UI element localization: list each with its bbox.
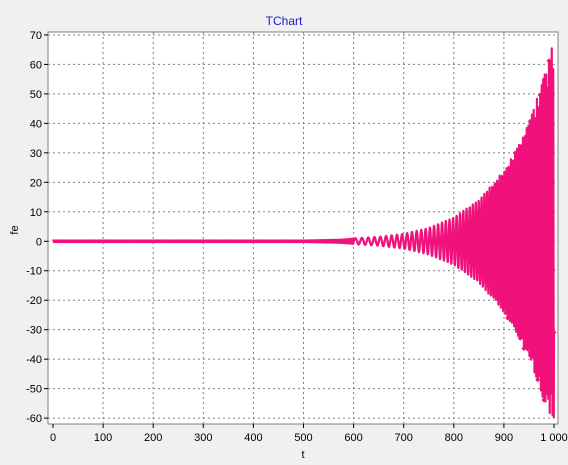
x-tick-label: 1 000 xyxy=(540,432,568,444)
y-tick-label: -20 xyxy=(26,295,42,307)
x-tick-label: 200 xyxy=(144,432,162,444)
series-marker xyxy=(510,204,516,210)
y-tick-label: 60 xyxy=(30,59,42,71)
series-marker xyxy=(503,171,509,177)
series-marker xyxy=(516,162,522,168)
chart-title: TChart xyxy=(266,14,303,28)
series-marker xyxy=(538,142,544,148)
series-marker xyxy=(545,86,551,92)
series-marker xyxy=(550,267,556,273)
series-marker xyxy=(542,338,548,344)
series-marker xyxy=(517,335,523,341)
x-tick-label: 700 xyxy=(395,432,413,444)
y-tick-label: 40 xyxy=(30,118,42,130)
series-marker xyxy=(502,288,508,294)
series-marker xyxy=(528,281,534,287)
series-marker xyxy=(512,150,518,156)
series-marker xyxy=(535,377,541,383)
x-axis-title: t xyxy=(301,449,304,461)
series-marker xyxy=(501,209,507,215)
series-marker xyxy=(531,173,537,179)
series-marker xyxy=(540,306,546,312)
y-tick-label: 30 xyxy=(30,148,42,160)
x-tick-label: 600 xyxy=(344,432,362,444)
y-tick-label: 20 xyxy=(30,177,42,189)
y-tick-label: 50 xyxy=(30,89,42,101)
series-marker xyxy=(526,246,532,252)
series-marker xyxy=(530,353,536,359)
series-fe xyxy=(51,47,557,419)
series-marker xyxy=(537,92,543,98)
series-marker xyxy=(508,225,514,231)
x-tick-label: 100 xyxy=(94,432,112,444)
series-marker xyxy=(548,185,554,191)
series-marker xyxy=(536,235,542,241)
y-tick-label: 70 xyxy=(30,30,42,42)
series-marker xyxy=(533,292,539,298)
x-tick-label: 500 xyxy=(294,432,312,444)
series-marker xyxy=(532,117,538,123)
series-marker xyxy=(551,329,557,335)
series-marker xyxy=(547,103,553,109)
series-marker xyxy=(543,198,549,204)
series-marker xyxy=(523,164,529,170)
y-axis-title: fe xyxy=(9,225,21,234)
series-marker xyxy=(518,197,524,203)
series-marker xyxy=(515,246,521,252)
series-marker xyxy=(541,397,547,403)
series-marker xyxy=(525,346,531,352)
x-tick-label: 400 xyxy=(244,432,262,444)
series-marker xyxy=(507,290,513,296)
y-tick-label: -40 xyxy=(26,354,42,366)
y-tick-label: -10 xyxy=(26,266,42,278)
series-marker xyxy=(527,118,533,124)
y-tick-label: -30 xyxy=(26,325,42,337)
x-tick-label: 900 xyxy=(495,432,513,444)
series-marker xyxy=(522,192,528,198)
y-tick-label: -50 xyxy=(26,384,42,396)
series-marker xyxy=(511,314,517,320)
series-marker xyxy=(520,182,526,188)
y-tick-label: 10 xyxy=(30,207,42,219)
series-marker xyxy=(546,58,552,64)
x-tick-label: 800 xyxy=(445,432,463,444)
x-tick-label: 300 xyxy=(194,432,212,444)
series-marker xyxy=(506,165,512,171)
y-tick-label: -60 xyxy=(26,413,42,425)
series-marker xyxy=(521,345,527,351)
series-marker xyxy=(505,315,511,321)
y-tick-label: 0 xyxy=(36,236,42,248)
series-marker xyxy=(513,297,519,303)
x-tick-label: 0 xyxy=(50,432,56,444)
axis-ticks: 0 100 200 300 400 500 600 700 800 900 1 000-60-50-… xyxy=(26,30,568,444)
series-line xyxy=(51,47,556,419)
